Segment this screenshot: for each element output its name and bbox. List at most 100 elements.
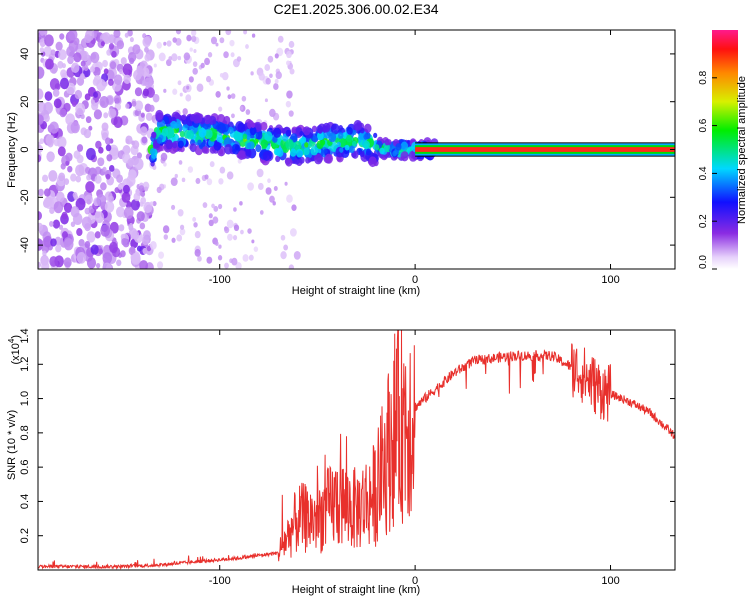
- heatmap-cell: [38, 211, 42, 221]
- heatmap-cell: [172, 88, 178, 95]
- heatmap-cell: [62, 231, 68, 239]
- heatmap-cell: [151, 131, 157, 139]
- heatmap-cell: [176, 234, 183, 242]
- heatmap-cell: [247, 182, 254, 191]
- heatmap-cell: [140, 196, 147, 205]
- heatmap-cell: [55, 41, 63, 51]
- heatmap-cell: [140, 112, 145, 118]
- heatmap-cell: [95, 262, 101, 269]
- heatmap-cell: [174, 173, 178, 179]
- heatmap-cell: [346, 127, 353, 135]
- heatmap-cell: [213, 205, 219, 212]
- heatmap-cell: [197, 255, 202, 262]
- snr-ytick-label: 0.4: [19, 494, 31, 509]
- colorbar-tick-label: 0.4: [698, 166, 709, 180]
- heatmap-cell: [125, 200, 132, 209]
- heatmap-cell: [155, 129, 162, 136]
- heatmap-cell: [192, 114, 201, 124]
- heatmap-cell: [63, 178, 70, 185]
- heatmap-cell: [193, 222, 198, 228]
- heatmap-cell: [206, 178, 213, 186]
- heatmap-cell: [58, 224, 64, 230]
- heatmap-cell: [75, 197, 86, 211]
- heatmap-cell: [247, 228, 252, 234]
- heatmap-cell: [49, 256, 58, 267]
- heatmap-cell: [260, 139, 269, 149]
- heatmap-cell: [93, 109, 102, 120]
- heatmap-cell: [38, 145, 43, 153]
- heatmap-cell: [103, 68, 109, 75]
- colorbar-tick-label: 0.6: [698, 118, 709, 132]
- heatmap-cell: [209, 161, 215, 168]
- heatmap-cell: [133, 192, 141, 202]
- heatmap-cell: [146, 87, 155, 98]
- heatmap-cell: [168, 56, 173, 61]
- heatmap-cell: [93, 91, 98, 98]
- heatmap-cell: [163, 234, 169, 240]
- heatmap-cell: [134, 87, 143, 97]
- heatmap-cell: [86, 231, 96, 243]
- heatmap-cell: [225, 30, 232, 36]
- snr-ytick-label: 0.2: [19, 528, 31, 543]
- heatmap-cell: [113, 116, 123, 129]
- heatmap-cell: [155, 109, 164, 121]
- heatmap-cell: [58, 172, 66, 182]
- heatmap-cell: [130, 252, 141, 265]
- heatmap-cell: [127, 157, 135, 167]
- heatmap-cell: [300, 136, 307, 144]
- heatmap-cell: [249, 126, 257, 136]
- heatmap-cell: [338, 132, 344, 140]
- heatmap-cell: [43, 114, 50, 123]
- heatmap-cell: [365, 148, 372, 156]
- heatmap-cell: [84, 208, 90, 214]
- heatmap-cell: [191, 30, 197, 37]
- heatmap-cell: [230, 93, 236, 99]
- heatmap-cell: [149, 241, 157, 250]
- heatmap-cell: [215, 90, 221, 98]
- heatmap-cell: [138, 185, 145, 192]
- heatmap-cell: [108, 108, 117, 119]
- heatmap-cell: [272, 201, 276, 206]
- heatmap-cell: [133, 157, 144, 171]
- heatmap-cell: [216, 134, 224, 144]
- heatmap-cell: [285, 157, 293, 167]
- heatmap-cell: [61, 211, 68, 220]
- heatmap-cell: [67, 55, 74, 65]
- heatmap-cell: [179, 92, 183, 97]
- heatmap-cell: [72, 191, 78, 198]
- heatmap-cell: [75, 175, 82, 183]
- heatmap-cell: [76, 154, 84, 164]
- heatmap-cell: [286, 50, 292, 59]
- heatmap-cell: [160, 152, 168, 162]
- heatmap-cell: [242, 133, 248, 140]
- colorbar-gradient: [712, 30, 738, 269]
- heatmap-cell: [136, 211, 145, 222]
- heatmap-cell: [44, 34, 54, 47]
- heatmap-cell: [95, 140, 102, 149]
- heatmap-cell: [208, 213, 213, 219]
- heatmap-cell: [100, 41, 105, 47]
- heatmap-cell: [43, 46, 52, 57]
- heatmap-cell: [96, 78, 107, 92]
- heatmap-cell: [72, 101, 77, 107]
- heatmap-cell: [67, 165, 73, 173]
- heatmap-cell: [237, 122, 246, 133]
- chart-title: C2E1.2025.306.00.02.E34: [273, 1, 438, 17]
- heatmap-cell: [172, 142, 178, 149]
- heatmap-cell: [250, 122, 256, 129]
- heatmap-cell: [42, 174, 49, 183]
- heatmap-cell: [139, 260, 149, 269]
- heatmap-cell: [264, 63, 271, 72]
- heatmap-cell: [211, 203, 215, 209]
- heatmap-cell: [196, 83, 204, 92]
- heatmap-cell: [136, 245, 142, 252]
- heatmap-cell: [142, 36, 151, 48]
- heatmap-cell: [149, 201, 154, 206]
- heatmap-cell: [363, 140, 370, 150]
- heatmap-cell: [163, 162, 167, 167]
- heatmap-cell: [70, 121, 80, 134]
- heatmap-cell: [149, 147, 156, 156]
- heatmap-cell: [39, 47, 45, 53]
- heatmap-cell: [186, 34, 192, 42]
- spectrogram-xtick-label: 0: [412, 274, 418, 286]
